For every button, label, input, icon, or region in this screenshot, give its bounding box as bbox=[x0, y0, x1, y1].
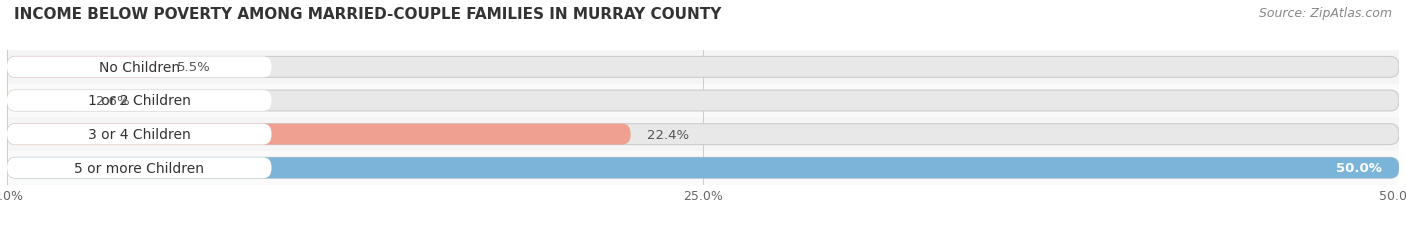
Text: 5.5%: 5.5% bbox=[177, 61, 211, 74]
Text: INCOME BELOW POVERTY AMONG MARRIED-COUPLE FAMILIES IN MURRAY COUNTY: INCOME BELOW POVERTY AMONG MARRIED-COUPL… bbox=[14, 7, 721, 22]
FancyBboxPatch shape bbox=[7, 91, 79, 111]
FancyBboxPatch shape bbox=[7, 57, 1399, 78]
Text: 3 or 4 Children: 3 or 4 Children bbox=[89, 128, 191, 142]
FancyBboxPatch shape bbox=[7, 124, 1399, 145]
Text: Source: ZipAtlas.com: Source: ZipAtlas.com bbox=[1258, 7, 1392, 20]
FancyBboxPatch shape bbox=[7, 91, 1399, 111]
Text: 50.0%: 50.0% bbox=[1336, 161, 1382, 175]
Bar bbox=[7, 51, 1399, 84]
FancyBboxPatch shape bbox=[7, 57, 160, 78]
Text: 1 or 2 Children: 1 or 2 Children bbox=[87, 94, 191, 108]
FancyBboxPatch shape bbox=[7, 158, 1399, 178]
Bar bbox=[7, 84, 1399, 118]
Bar bbox=[7, 118, 1399, 151]
FancyBboxPatch shape bbox=[7, 158, 271, 178]
Text: 22.4%: 22.4% bbox=[647, 128, 689, 141]
Text: No Children: No Children bbox=[98, 61, 180, 75]
FancyBboxPatch shape bbox=[7, 57, 271, 78]
FancyBboxPatch shape bbox=[7, 124, 631, 145]
FancyBboxPatch shape bbox=[7, 91, 271, 111]
FancyBboxPatch shape bbox=[7, 124, 271, 145]
Text: 5 or more Children: 5 or more Children bbox=[75, 161, 204, 175]
Text: 2.6%: 2.6% bbox=[96, 94, 129, 108]
Bar bbox=[7, 151, 1399, 185]
FancyBboxPatch shape bbox=[7, 158, 1399, 178]
